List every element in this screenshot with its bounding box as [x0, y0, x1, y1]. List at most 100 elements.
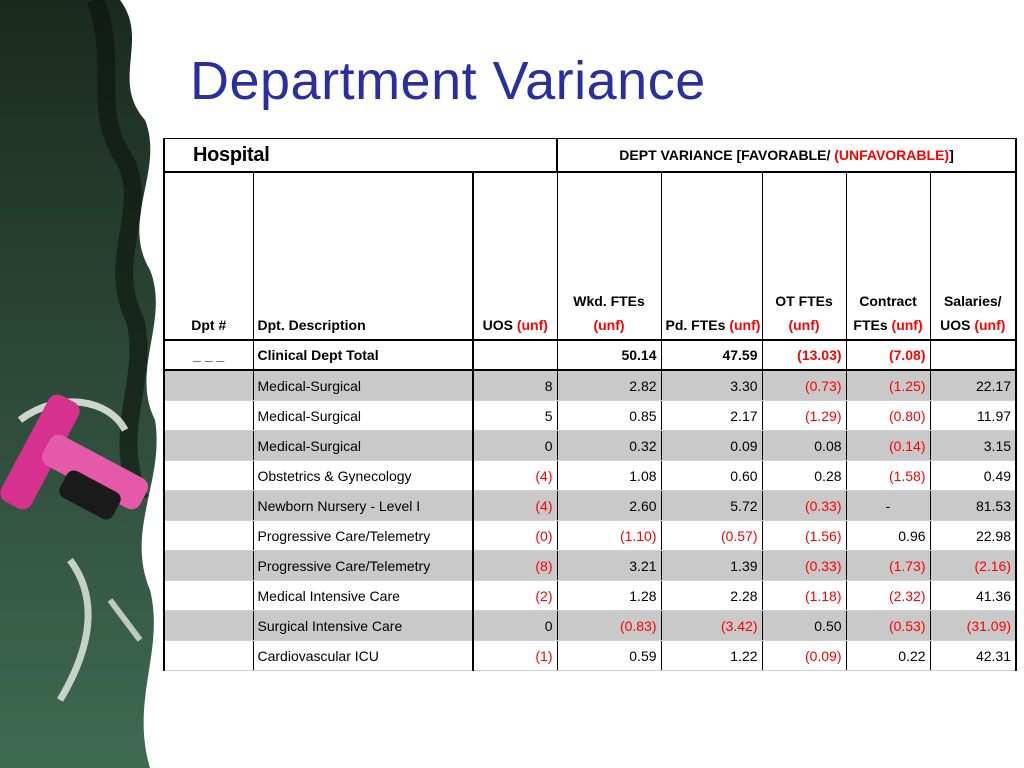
row-wkd-value: 3.21: [556, 550, 662, 581]
row-uos-value: (1): [471, 640, 558, 671]
col-header-contract-label2: FTEs: [853, 317, 892, 333]
row-dpt-cell: [163, 460, 253, 491]
row-uos-value: (8): [471, 550, 558, 581]
table-row: Cardiovascular ICU (1) 0.59 1.22 (0.09) 0.22 4…: [163, 640, 1018, 671]
row-description: Newborn Nursery - Level I: [252, 490, 473, 521]
row-salaries-value: 22.17: [929, 370, 1018, 401]
col-header-salaries-label: Salaries/: [943, 293, 1002, 309]
row-wkd-value: 1.28: [556, 580, 662, 611]
row-uos-value: (0): [471, 520, 558, 551]
variance-table: Hospital DEPT VARIANCE [FAVORABLE/ (UNFA…: [162, 138, 1018, 671]
col-header-wkd: Wkd. FTEs (unf): [556, 172, 662, 341]
total-dpt: _ _ _: [163, 340, 253, 371]
row-dpt-cell: [163, 370, 253, 401]
row-description: Obstetrics & Gynecology: [252, 460, 473, 491]
row-pd-value: 1.22: [660, 640, 763, 671]
row-ot-value: 0.08: [761, 430, 847, 461]
row-dpt-cell: [163, 400, 253, 431]
table-row: Newborn Nursery - Level I (4) 2.60 5.72 (0.3…: [163, 490, 1018, 521]
col-header-ot: OT FTEs (unf): [761, 172, 847, 341]
row-ot-value: 0.50: [761, 610, 847, 641]
total-contract: (7.08): [845, 340, 931, 371]
total-row: _ _ _ Clinical Dept Total 50.14 47.59 (1…: [163, 340, 1018, 371]
row-contract-value: (0.14): [845, 430, 931, 461]
row-contract-value: 0.96: [845, 520, 931, 551]
row-salaries-value: 42.31: [929, 640, 1018, 671]
row-uos-value: 5: [471, 400, 558, 431]
col-header-contract: Contract FTEs (unf): [845, 172, 931, 341]
row-wkd-value: 0.85: [556, 400, 662, 431]
row-pd-value: 2.17: [660, 400, 763, 431]
row-pd-value: 3.30: [660, 370, 763, 401]
row-ot-value: (0.73): [761, 370, 847, 401]
row-pd-value: (3.42): [660, 610, 763, 641]
col-header-uos-unf: (unf): [516, 317, 548, 333]
col-header-wkd-unf: (unf): [593, 317, 625, 333]
column-header-row: Dpt # Dpt. Description UOS (unf) Wkd. FT…: [163, 172, 1018, 341]
row-contract-value: (0.80): [845, 400, 931, 431]
row-salaries-value: 11.97: [929, 400, 1018, 431]
row-salaries-value: 3.15: [929, 430, 1018, 461]
row-dpt-cell: [163, 490, 253, 521]
page-title: Department Variance: [190, 51, 706, 111]
row-salaries-value: 22.98: [929, 520, 1018, 551]
row-ot-value: (1.29): [761, 400, 847, 431]
total-desc: Clinical Dept Total: [252, 340, 473, 371]
table-row: Progressive Care/Telemetry (0) (1.10) (0.57…: [163, 520, 1018, 551]
variance-header-suffix: ]: [949, 147, 954, 163]
hospital-label: Hospital: [162, 138, 558, 173]
row-dpt-cell: [163, 520, 253, 551]
col-header-pd-unf: (unf): [729, 317, 761, 333]
total-uos: [471, 340, 558, 371]
row-wkd-value: 2.82: [556, 370, 662, 401]
row-uos-value: 8: [471, 370, 558, 401]
row-contract-value: -: [845, 490, 931, 521]
row-ot-value: (0.33): [761, 490, 847, 521]
row-dpt-cell: [163, 550, 253, 581]
row-pd-value: (0.57): [660, 520, 763, 551]
row-salaries-value: 0.49: [929, 460, 1018, 491]
row-contract-value: (2.32): [845, 580, 931, 611]
row-pd-value: 0.60: [660, 460, 763, 491]
row-contract-value: 0.22: [845, 640, 931, 671]
col-header-wkd-label: Wkd. FTEs: [573, 293, 645, 309]
table-row: Progressive Care/Telemetry (8) 3.21 1.39 (0.…: [163, 550, 1018, 581]
col-header-uos: UOS (unf): [471, 172, 558, 341]
variance-header-unfavorable: (UNFAVORABLE): [834, 147, 950, 163]
table-row: Surgical Intensive Care 0 (0.83) (3.42) 0.50…: [163, 610, 1018, 641]
variance-table-container: Hospital DEPT VARIANCE [FAVORABLE/ (UNFA…: [162, 138, 1018, 671]
col-header-desc: Dpt. Description: [252, 172, 473, 341]
row-wkd-value: 0.59: [556, 640, 662, 671]
row-uos-value: (2): [471, 580, 558, 611]
row-salaries-value: 41.36: [929, 580, 1018, 611]
row-wkd-value: 1.08: [556, 460, 662, 491]
table-row: Medical-Surgical 8 2.82 3.30 (0.73) (1.25) 22.…: [163, 370, 1018, 401]
row-wkd-value: 0.32: [556, 430, 662, 461]
total-ot: (13.03): [761, 340, 847, 371]
col-header-salaries-label2: UOS: [940, 317, 975, 333]
row-uos-value: (4): [471, 490, 558, 521]
col-header-ot-unf: (unf): [788, 317, 820, 333]
row-description: Cardiovascular ICU: [252, 640, 473, 671]
row-salaries-value: 81.53: [929, 490, 1018, 521]
row-description: Medical-Surgical: [252, 430, 473, 461]
row-wkd-value: (1.10): [556, 520, 662, 551]
row-description: Medical-Surgical: [252, 370, 473, 401]
row-contract-value: (1.25): [845, 370, 931, 401]
row-ot-value: (1.56): [761, 520, 847, 551]
table-row: Medical Intensive Care (2) 1.28 2.28 (1.18)(…: [163, 580, 1018, 611]
row-ot-value: (1.18): [761, 580, 847, 611]
row-uos-value: 0: [471, 610, 558, 641]
col-header-pd: Pd. FTEs (unf): [660, 172, 763, 341]
row-contract-value: (0.53): [845, 610, 931, 641]
row-description: Surgical Intensive Care: [252, 610, 473, 641]
row-ot-value: 0.28: [761, 460, 847, 491]
row-pd-value: 0.09: [660, 430, 763, 461]
row-dpt-cell: [163, 580, 253, 611]
table-row: Medical-Surgical 5 0.85 2.17 (1.29) (0.80) 11.…: [163, 400, 1018, 431]
row-pd-value: 5.72: [660, 490, 763, 521]
chalkboard-decoration: [0, 0, 165, 768]
col-header-contract-label: Contract: [859, 293, 917, 309]
total-salaries: [929, 340, 1018, 371]
table-row: Obstetrics & Gynecology (4) 1.08 0.60 0.28 (1…: [163, 460, 1018, 491]
